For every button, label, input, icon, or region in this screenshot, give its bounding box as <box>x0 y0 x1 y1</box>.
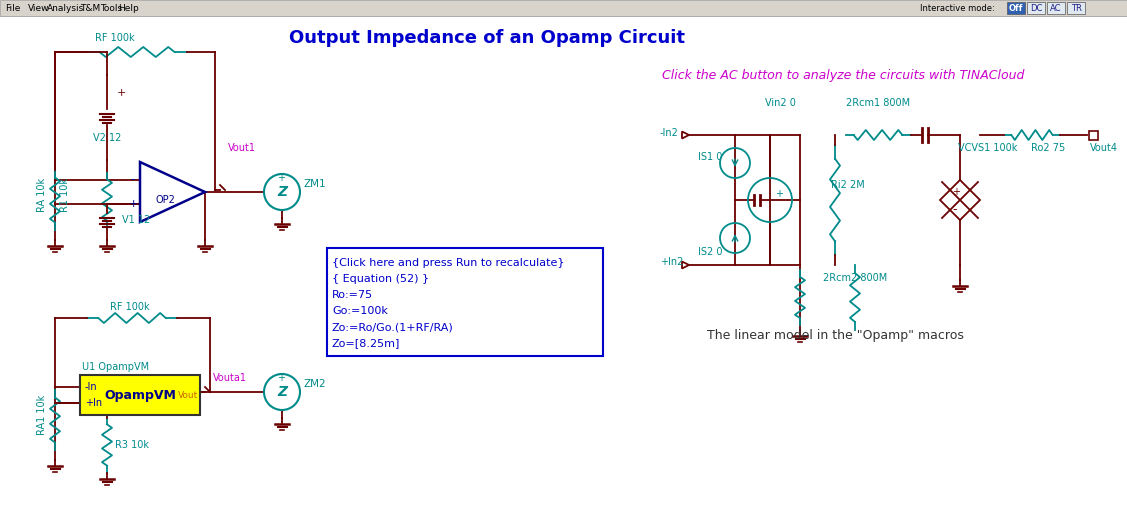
Text: Ro2 75: Ro2 75 <box>1031 143 1065 153</box>
Text: Vin2 0: Vin2 0 <box>764 98 796 108</box>
Text: RF 100k: RF 100k <box>110 302 150 312</box>
Text: Click the AC button to analyze the circuits with TINACloud: Click the AC button to analyze the circu… <box>662 69 1024 81</box>
Text: Vouta1: Vouta1 <box>213 373 247 383</box>
Text: -In2: -In2 <box>660 128 678 138</box>
Text: +: + <box>952 187 960 197</box>
Text: TR: TR <box>1071 4 1082 13</box>
Text: Zo=[8.25m]: Zo=[8.25m] <box>332 338 400 348</box>
Text: +: + <box>277 173 285 183</box>
Text: File: File <box>5 4 20 13</box>
Text: 2Rcm2 800M: 2Rcm2 800M <box>823 273 887 283</box>
Text: +In: +In <box>85 398 103 408</box>
Text: -: - <box>131 174 135 186</box>
Text: Vout4: Vout4 <box>1090 143 1118 153</box>
Text: R3 10k: R3 10k <box>115 440 149 450</box>
Text: OpampVM: OpampVM <box>104 389 176 401</box>
Text: ZM1: ZM1 <box>304 179 327 189</box>
Text: Go:=100k: Go:=100k <box>332 306 388 316</box>
Text: V1 12: V1 12 <box>122 215 150 225</box>
Text: Zo:=Ro/Go.(1+RF/RA): Zo:=Ro/Go.(1+RF/RA) <box>332 322 454 332</box>
Text: +: + <box>277 373 285 383</box>
Text: Analysis: Analysis <box>47 4 85 13</box>
FancyBboxPatch shape <box>1089 131 1098 139</box>
FancyBboxPatch shape <box>327 248 603 356</box>
Text: T&M: T&M <box>80 4 100 13</box>
FancyBboxPatch shape <box>1047 2 1065 14</box>
Text: +In2: +In2 <box>660 257 683 267</box>
FancyBboxPatch shape <box>1027 2 1045 14</box>
Text: DC: DC <box>1030 4 1042 13</box>
Text: 2Rcm1 800M: 2Rcm1 800M <box>846 98 911 108</box>
Text: Off: Off <box>1009 4 1023 13</box>
Text: Tools: Tools <box>100 4 122 13</box>
Text: RF 100k: RF 100k <box>95 33 135 43</box>
Text: Output Impedance of an Opamp Circuit: Output Impedance of an Opamp Circuit <box>289 29 685 47</box>
Text: { Equation (52) }: { Equation (52) } <box>332 274 429 284</box>
Text: RA 10k: RA 10k <box>37 178 47 212</box>
Text: R1 10k: R1 10k <box>60 178 70 212</box>
Text: U1 OpampVM: U1 OpampVM <box>82 362 149 372</box>
Text: Z: Z <box>277 385 287 399</box>
Text: +: + <box>117 88 126 98</box>
Text: -In: -In <box>85 382 98 392</box>
Text: Vout: Vout <box>178 391 198 399</box>
Text: View: View <box>28 4 50 13</box>
Text: Z: Z <box>277 185 287 199</box>
FancyBboxPatch shape <box>1008 2 1024 14</box>
FancyBboxPatch shape <box>0 0 1127 16</box>
Text: AC: AC <box>1050 4 1062 13</box>
Text: RA1 10k: RA1 10k <box>37 395 47 435</box>
Text: IS1 0: IS1 0 <box>698 152 722 162</box>
Text: -: - <box>952 203 957 217</box>
Text: ZM2: ZM2 <box>304 379 327 389</box>
Text: VCVS1 100k: VCVS1 100k <box>958 143 1018 153</box>
FancyBboxPatch shape <box>1067 2 1085 14</box>
Text: Ro:=75: Ro:=75 <box>332 290 373 300</box>
Text: Ri2 2M: Ri2 2M <box>831 180 864 190</box>
Text: Vout1: Vout1 <box>228 143 256 153</box>
FancyBboxPatch shape <box>80 375 199 415</box>
Text: +: + <box>128 199 137 209</box>
Text: The linear model in the "Opamp" macros: The linear model in the "Opamp" macros <box>707 329 964 342</box>
Text: IS2 0: IS2 0 <box>698 247 722 257</box>
Text: OP2: OP2 <box>156 195 175 205</box>
Text: Interactive mode:: Interactive mode: <box>920 4 995 13</box>
Text: {Click here and press Run to recalculate}: {Click here and press Run to recalculate… <box>332 258 565 268</box>
Text: +: + <box>775 189 783 199</box>
Text: Help: Help <box>118 4 139 13</box>
Text: V2 12: V2 12 <box>94 133 122 143</box>
